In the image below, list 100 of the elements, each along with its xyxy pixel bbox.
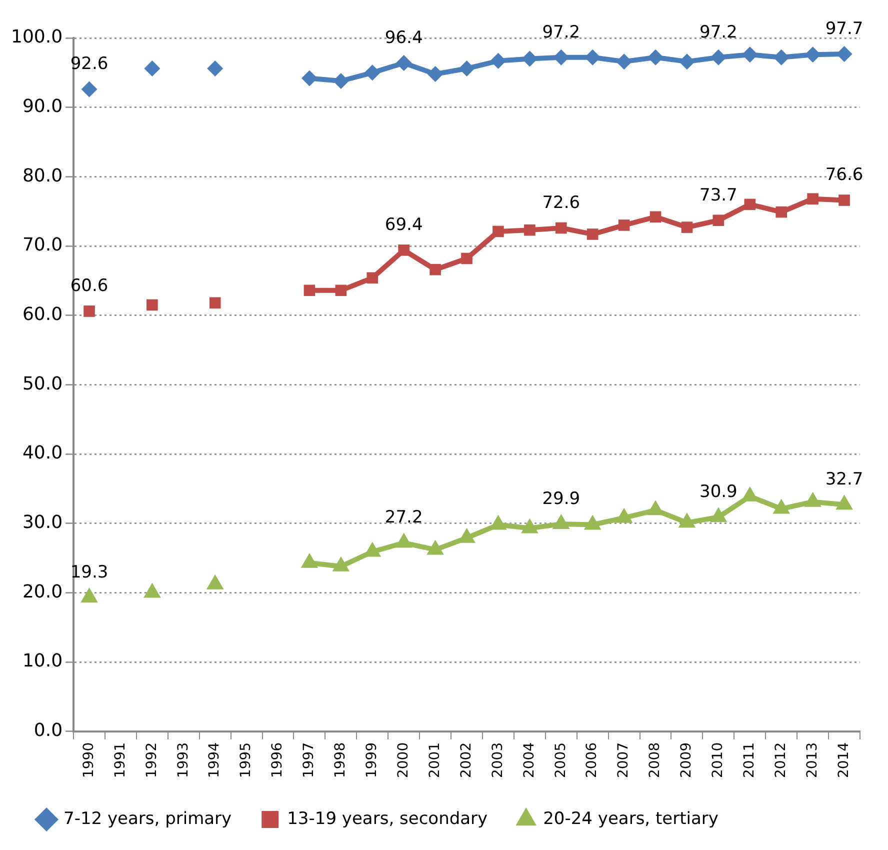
x-tick-label: 1991 bbox=[112, 742, 128, 778]
data-label: 69.4 bbox=[384, 215, 423, 236]
data-label: 92.6 bbox=[70, 54, 108, 74]
point bbox=[804, 492, 822, 507]
point bbox=[144, 60, 160, 77]
point bbox=[426, 540, 444, 555]
point bbox=[146, 299, 158, 311]
x-tick-label: 2011 bbox=[742, 742, 758, 778]
point bbox=[712, 214, 724, 226]
point bbox=[776, 206, 788, 218]
x-tick-label: 2008 bbox=[647, 742, 664, 778]
point bbox=[678, 512, 696, 528]
point bbox=[742, 46, 758, 63]
legend-label: 7-12 years, primary bbox=[64, 808, 232, 829]
y-tick-label: 40.0 bbox=[22, 442, 63, 464]
point bbox=[364, 64, 380, 81]
x-tick-label: 1995 bbox=[238, 742, 254, 778]
point bbox=[807, 193, 818, 205]
y-tick-label: 60.0 bbox=[22, 304, 63, 326]
point bbox=[615, 508, 633, 523]
x-tick-label: 2002 bbox=[458, 742, 474, 778]
point bbox=[616, 54, 632, 70]
x-tick-label: 2007 bbox=[616, 742, 632, 778]
data-label: 97.2 bbox=[700, 22, 738, 42]
point bbox=[681, 222, 693, 233]
point bbox=[209, 297, 221, 309]
x-tick-label: 2004 bbox=[521, 742, 538, 778]
point bbox=[398, 244, 410, 256]
point bbox=[710, 507, 728, 522]
data-label: 97.2 bbox=[542, 22, 580, 42]
x-tick-label: 1998 bbox=[332, 742, 349, 778]
data-label: 60.6 bbox=[70, 276, 108, 296]
point bbox=[81, 81, 98, 98]
x-tick-label: 2010 bbox=[710, 742, 726, 778]
point bbox=[584, 514, 602, 530]
x-tick-label: 1994 bbox=[206, 742, 223, 778]
data-label: 96.4 bbox=[384, 28, 423, 48]
x-tick-label: 1996 bbox=[270, 742, 286, 778]
x-tick-label: 2001 bbox=[426, 742, 443, 778]
point bbox=[490, 52, 506, 69]
data-label: 72.6 bbox=[542, 192, 580, 213]
point bbox=[838, 194, 850, 206]
y-tick-label: 30.0 bbox=[22, 512, 63, 534]
y-tick-label: 90.0 bbox=[22, 96, 63, 118]
data-label: 29.9 bbox=[542, 488, 580, 509]
x-tick-label: 1993 bbox=[175, 742, 192, 778]
legend-label: 13-19 years, secondary bbox=[287, 808, 488, 829]
point bbox=[80, 588, 98, 603]
point bbox=[461, 252, 472, 264]
x-tick-label: 2003 bbox=[490, 742, 506, 778]
point bbox=[710, 49, 726, 66]
data-label: 73.7 bbox=[700, 185, 738, 206]
x-tick-label: 1990 bbox=[80, 742, 97, 778]
point bbox=[396, 54, 412, 71]
x-tick-label: 1992 bbox=[144, 742, 160, 778]
data-label: 19.3 bbox=[70, 562, 108, 582]
data-label: 27.2 bbox=[384, 508, 423, 528]
point bbox=[427, 66, 444, 82]
y-tick-label: 70.0 bbox=[22, 234, 63, 256]
y-tick-label: 100.0 bbox=[11, 26, 63, 48]
y-tick-label: 50.0 bbox=[22, 373, 63, 394]
point bbox=[586, 228, 598, 240]
point bbox=[773, 49, 790, 66]
point bbox=[648, 49, 664, 66]
data-label: 76.6 bbox=[825, 165, 864, 186]
y-tick-label: 80.0 bbox=[22, 165, 63, 186]
x-tick-label: 2012 bbox=[772, 742, 789, 778]
point bbox=[207, 60, 224, 77]
point bbox=[524, 224, 536, 236]
point bbox=[678, 54, 695, 70]
point bbox=[521, 518, 538, 534]
data-label: 97.7 bbox=[825, 18, 864, 39]
data-label: 32.7 bbox=[825, 470, 864, 490]
point bbox=[144, 582, 161, 598]
point bbox=[332, 556, 350, 572]
point bbox=[335, 284, 347, 296]
y-tick-label: 0.0 bbox=[34, 720, 63, 742]
x-tick-label: 1999 bbox=[364, 742, 380, 778]
point bbox=[84, 306, 95, 317]
x-tick-label: 2006 bbox=[584, 742, 600, 778]
point bbox=[584, 49, 601, 66]
x-tick-label: 2009 bbox=[678, 742, 695, 778]
point bbox=[618, 220, 630, 231]
point bbox=[552, 514, 570, 530]
y-tick-label: 20.0 bbox=[22, 581, 63, 602]
point bbox=[366, 272, 378, 284]
point bbox=[458, 60, 475, 77]
x-tick-label: 2014 bbox=[836, 742, 852, 778]
point bbox=[301, 70, 318, 86]
point bbox=[206, 574, 224, 590]
point bbox=[304, 284, 316, 296]
legend-label: 20-24 years, tertiary bbox=[543, 808, 718, 829]
x-tick-label: 2013 bbox=[804, 742, 820, 778]
data-label: 30.9 bbox=[700, 482, 738, 502]
point bbox=[492, 226, 504, 238]
point bbox=[836, 494, 853, 510]
point bbox=[395, 532, 413, 548]
x-tick-label: 2000 bbox=[395, 742, 412, 778]
point bbox=[430, 264, 441, 276]
y-tick-label: 10.0 bbox=[22, 650, 63, 672]
